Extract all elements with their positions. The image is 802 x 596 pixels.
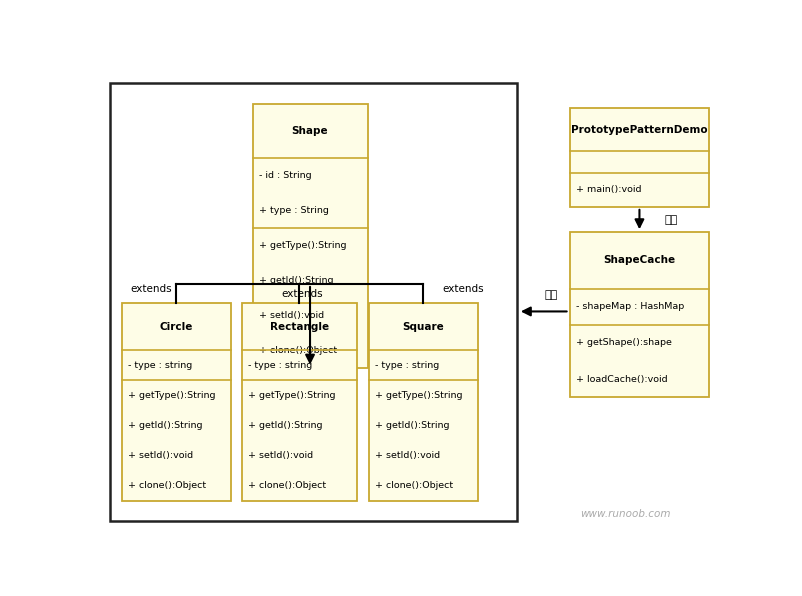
Text: extends: extends xyxy=(282,289,323,299)
Bar xyxy=(110,83,516,522)
Text: + clone():Object: + clone():Object xyxy=(259,346,337,355)
Text: + setId():void: + setId():void xyxy=(128,451,193,460)
Text: www.runoob.com: www.runoob.com xyxy=(580,510,670,519)
Text: + main():void: + main():void xyxy=(576,185,642,194)
Bar xyxy=(242,303,357,501)
Text: + getType():String: + getType():String xyxy=(128,391,216,400)
Text: + getId():String: + getId():String xyxy=(375,421,449,430)
Bar xyxy=(369,303,477,501)
Text: + getShape():shape: + getShape():shape xyxy=(576,339,671,347)
Text: PrototypePatternDemo: PrototypePatternDemo xyxy=(571,125,707,135)
Text: + loadCache():void: + loadCache():void xyxy=(576,375,667,384)
Text: + getType():String: + getType():String xyxy=(375,391,463,400)
Text: - id : String: - id : String xyxy=(259,171,311,180)
Text: 克隆: 克隆 xyxy=(545,290,557,300)
Bar xyxy=(122,303,231,501)
Text: + getType():String: + getType():String xyxy=(259,241,346,250)
Text: - shapeMap : HashMap: - shapeMap : HashMap xyxy=(576,302,684,311)
Text: Circle: Circle xyxy=(160,322,193,332)
Text: 访问: 访问 xyxy=(664,215,678,225)
Text: Rectangle: Rectangle xyxy=(270,322,329,332)
Bar xyxy=(569,108,710,207)
Text: + clone():Object: + clone():Object xyxy=(128,481,206,490)
Text: ShapeCache: ShapeCache xyxy=(603,255,675,265)
Text: + setId():void: + setId():void xyxy=(259,311,324,319)
Bar xyxy=(253,104,367,368)
Text: + getType():String: + getType():String xyxy=(248,391,336,400)
Text: + getId():String: + getId():String xyxy=(248,421,322,430)
Bar xyxy=(569,232,710,398)
Text: + getId():String: + getId():String xyxy=(128,421,203,430)
Text: + setId():void: + setId():void xyxy=(375,451,440,460)
Text: + type : String: + type : String xyxy=(259,206,329,215)
Text: Square: Square xyxy=(403,322,444,332)
Text: Shape: Shape xyxy=(292,126,328,136)
Text: + clone():Object: + clone():Object xyxy=(248,481,326,490)
Text: + setId():void: + setId():void xyxy=(248,451,314,460)
Text: - type : string: - type : string xyxy=(375,361,439,370)
Text: - type : string: - type : string xyxy=(128,361,192,370)
Text: + getId():String: + getId():String xyxy=(259,276,334,285)
Text: extends: extends xyxy=(443,284,484,294)
Text: - type : string: - type : string xyxy=(248,361,313,370)
Text: extends: extends xyxy=(131,284,172,294)
Text: + clone():Object: + clone():Object xyxy=(375,481,453,490)
